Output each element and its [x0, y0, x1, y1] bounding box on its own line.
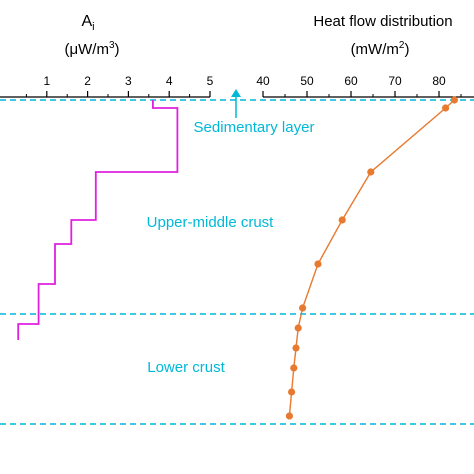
heat-flow-point	[450, 96, 458, 104]
heat-flow-point	[292, 344, 300, 352]
heat-flow-point	[314, 260, 322, 268]
heat-flow-series-line	[288, 99, 455, 417]
heat-flow-point	[294, 324, 302, 332]
sedimentary-layer-label: Sedimentary layer	[194, 119, 315, 136]
ai-series-line	[17, 100, 179, 340]
ai-tick-label-3: 4	[166, 74, 173, 88]
heat-flow-ticks: 40 50 60 70 80	[256, 74, 462, 97]
heat-flow-points	[285, 96, 458, 420]
ai-tick-label-4: 5	[207, 74, 214, 88]
sedimentary-arrow	[231, 89, 241, 118]
heat-flow-tick-label-1: 50	[300, 74, 314, 88]
ai-tick-label-0: 1	[43, 74, 50, 88]
upper-middle-crust-label: Upper-middle crust	[147, 214, 275, 231]
ai-tick-label-1: 2	[84, 74, 91, 88]
ai-ticks: 1 2 3 4 5	[25, 74, 214, 97]
heat-flow-title: Heat flow distribution	[313, 13, 452, 30]
heat-flow-point	[367, 168, 375, 176]
heat-flow-point	[338, 216, 346, 224]
heat-flow-tick-label-4: 80	[432, 74, 446, 88]
heat-flow-point	[290, 364, 298, 372]
heat-flow-tick-label-0: 40	[256, 74, 270, 88]
ai-title: Ai	[81, 13, 94, 33]
heat-flow-point	[442, 104, 450, 112]
heat-flow-point	[299, 304, 307, 312]
heat-flow-point	[285, 412, 293, 420]
heat-flow-tick-label-3: 70	[388, 74, 402, 88]
heat-flow-point	[288, 388, 296, 396]
ai-tick-label-2: 3	[125, 74, 132, 88]
heat-flow-units: (mW/m2)	[351, 40, 410, 58]
ai-units: (μW/m3)	[64, 40, 119, 58]
heat-flow-tick-label-2: 60	[344, 74, 358, 88]
lower-crust-label: Lower crust	[147, 359, 225, 376]
